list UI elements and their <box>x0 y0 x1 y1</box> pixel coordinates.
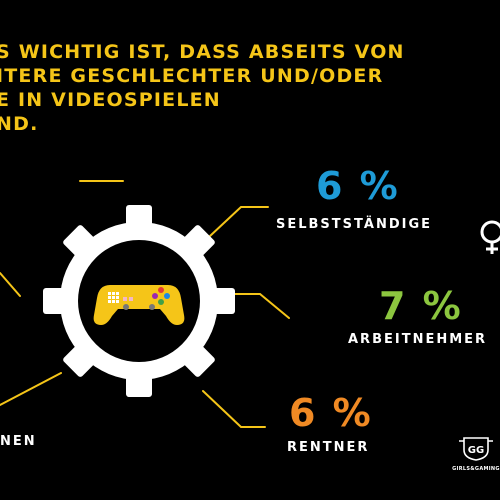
stat-value-arbeitnehmer: 7 % <box>379 284 463 328</box>
brand-shield-icon: GG <box>459 437 493 461</box>
headline: S WICHTIG IST, DASS ABSEITS VON ITERE GE… <box>0 40 500 136</box>
headline-line-1: S WICHTIG IST, DASS ABSEITS VON <box>0 41 405 63</box>
headline-line-2: ITERE GESCHLECHTER UND/ODER <box>0 65 384 87</box>
brand-logo: GG GIRLS&GAMING <box>452 435 500 472</box>
connector-left-upper <box>0 272 21 297</box>
connector-bottom-right <box>202 390 266 428</box>
female-symbol-icon <box>480 220 500 254</box>
headline-line-4: ND. <box>0 113 39 135</box>
brand-name: GIRLS&GAMING <box>452 466 500 472</box>
left-label-fragment: NEN <box>0 434 37 449</box>
gamepad-icon <box>93 285 185 325</box>
headline-line-3: E IN VIDEOSPIELEN <box>0 89 221 111</box>
connector-top-right <box>209 206 269 237</box>
connector-right <box>228 293 290 319</box>
stat-label-selbststaendige: SELBSTSTÄNDIGE <box>276 217 433 232</box>
stat-label-arbeitnehmer: ARBEITNEHMER <box>348 332 488 347</box>
stat-label-rentner: RENTNER <box>287 440 370 455</box>
svg-text:GG: GG <box>468 445 484 456</box>
stat-value-rentner: 6 % <box>289 391 373 435</box>
connector-left-lower <box>0 372 62 406</box>
stat-value-selbststaendige: 6 % <box>316 164 400 208</box>
